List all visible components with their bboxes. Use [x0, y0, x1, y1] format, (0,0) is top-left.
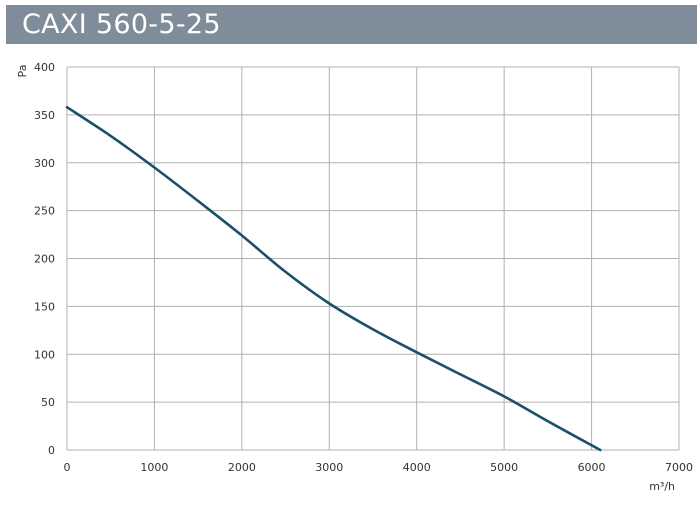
x-tick-label: 1000	[140, 461, 168, 474]
y-tick-label: 250	[34, 205, 55, 218]
x-axis-ticks: 0 1000 2000 3000 4000 5000 6000 7000	[64, 461, 694, 474]
chart-grid	[66, 66, 680, 451]
y-tick-label: 400	[34, 61, 55, 74]
y-tick-label: 50	[41, 396, 55, 409]
y-axis-ticks: 0 50 100 150 200 250 300 350 400	[34, 61, 55, 457]
x-tick-label: 4000	[403, 461, 431, 474]
x-axis-label: m³/h	[649, 480, 675, 493]
y-tick-label: 100	[34, 348, 55, 361]
y-tick-label: 350	[34, 109, 55, 122]
x-tick-label: 7000	[665, 461, 693, 474]
x-tick-label: 0	[64, 461, 71, 474]
x-tick-label: 2000	[228, 461, 256, 474]
y-tick-label: 200	[34, 253, 55, 266]
y-tick-label: 300	[34, 157, 55, 170]
x-tick-label: 6000	[578, 461, 606, 474]
chart-header: CAXI 560-5-25	[6, 5, 697, 44]
x-tick-label: 5000	[490, 461, 518, 474]
y-axis-label: Pa	[16, 65, 29, 78]
y-tick-label: 0	[48, 444, 55, 457]
series-line	[65, 105, 602, 452]
chart-title: CAXI 560-5-25	[22, 9, 221, 40]
series-group	[65, 105, 602, 452]
y-tick-label: 150	[34, 300, 55, 313]
x-tick-label: 3000	[315, 461, 343, 474]
